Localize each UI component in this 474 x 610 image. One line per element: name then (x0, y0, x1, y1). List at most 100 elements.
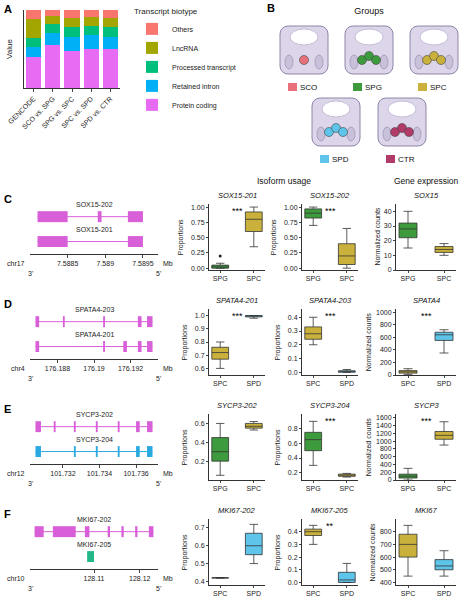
svg-text:3': 3' (28, 480, 33, 487)
svg-text:176.192: 176.192 (118, 365, 143, 372)
svg-text:0: 0 (388, 476, 392, 483)
svg-text:Gene expression: Gene expression (394, 176, 459, 186)
svg-text:SYCP3: SYCP3 (414, 401, 439, 410)
svg-text:400: 400 (380, 346, 392, 353)
svg-text:1000: 1000 (376, 438, 392, 445)
svg-text:SPATA4: SPATA4 (413, 296, 440, 305)
svg-text:SPC: SPC (247, 275, 261, 282)
svg-text:20: 20 (384, 237, 392, 244)
svg-text:***: *** (232, 311, 243, 321)
svg-text:1.00: 1.00 (191, 204, 205, 211)
svg-text:LncRNA: LncRNA (172, 45, 198, 52)
svg-text:0.75: 0.75 (284, 219, 298, 226)
svg-text:SYCP3-202: SYCP3-202 (76, 411, 113, 418)
svg-text:SPD: SPD (437, 380, 451, 387)
svg-text:Proportions: Proportions (181, 429, 189, 465)
svg-text:0.4: 0.4 (288, 454, 298, 461)
svg-text:3': 3' (28, 585, 33, 592)
svg-text:SOX15-201: SOX15-201 (76, 226, 113, 233)
svg-text:101.736: 101.736 (123, 470, 148, 477)
svg-text:0.6: 0.6 (195, 420, 205, 427)
svg-text:Proportions: Proportions (270, 219, 278, 255)
svg-text:SCO vs. SPG: SCO vs. SPG (21, 95, 56, 130)
svg-text:0.9: 0.9 (195, 325, 205, 332)
svg-text:0.0: 0.0 (288, 579, 298, 586)
svg-text:0.25: 0.25 (191, 249, 205, 256)
svg-text:0.5: 0.5 (195, 560, 205, 567)
svg-text:800: 800 (380, 528, 392, 535)
svg-text:0.6: 0.6 (288, 440, 298, 447)
svg-text:800: 800 (380, 321, 392, 328)
svg-text:SPATA4-201: SPATA4-201 (75, 331, 114, 338)
svg-text:0.6: 0.6 (195, 365, 205, 372)
svg-text:0.2: 0.2 (195, 458, 205, 465)
svg-text:400: 400 (380, 461, 392, 468)
svg-text:Mb: Mb (163, 470, 173, 477)
svg-text:MKI67-202: MKI67-202 (77, 516, 111, 523)
svg-text:0.25: 0.25 (284, 249, 298, 256)
svg-text:GENCODE: GENCODE (7, 95, 37, 125)
svg-text:SPC: SPC (340, 275, 354, 282)
svg-text:SPC: SPC (430, 83, 447, 92)
svg-text:Proportions: Proportions (274, 534, 282, 570)
svg-text:0.7: 0.7 (195, 524, 205, 531)
svg-text:SOX15-202: SOX15-202 (310, 191, 350, 200)
svg-text:Protein coding: Protein coding (172, 102, 217, 110)
svg-text:Proportions: Proportions (177, 219, 185, 255)
svg-text:5': 5' (156, 585, 161, 592)
svg-text:5': 5' (156, 270, 161, 277)
svg-text:Value: Value (5, 39, 14, 59)
svg-text:***: *** (232, 206, 243, 216)
svg-text:0.2: 0.2 (288, 341, 298, 348)
svg-text:0: 0 (388, 266, 392, 273)
svg-text:SPD: SPD (437, 590, 451, 597)
svg-text:SOX15-202: SOX15-202 (76, 201, 113, 208)
svg-text:0.7: 0.7 (195, 352, 205, 359)
svg-text:1200: 1200 (376, 430, 392, 437)
svg-text:Others: Others (172, 26, 194, 33)
svg-text:0.4: 0.4 (288, 528, 298, 535)
svg-text:600: 600 (380, 334, 392, 341)
svg-text:128.11: 128.11 (84, 575, 105, 582)
svg-text:SOX15-201: SOX15-201 (218, 191, 257, 200)
svg-text:Isoform usage: Isoform usage (257, 176, 311, 186)
svg-text:0.1: 0.1 (288, 566, 298, 573)
svg-text:7.589: 7.589 (97, 260, 115, 267)
svg-text:MKI67: MKI67 (415, 506, 438, 515)
svg-text:***: *** (325, 416, 336, 426)
svg-text:SPG: SPG (213, 275, 228, 282)
svg-text:Processed transcript: Processed transcript (172, 64, 236, 72)
svg-text:SPG: SPG (401, 485, 416, 492)
svg-text:SPC: SPC (340, 485, 354, 492)
svg-text:SCO: SCO (300, 83, 317, 92)
svg-text:SPD: SPD (247, 380, 261, 387)
svg-text:0.6: 0.6 (195, 542, 205, 549)
svg-text:0.4: 0.4 (195, 578, 205, 585)
svg-text:Retained intron: Retained intron (172, 83, 220, 90)
svg-text:SPG: SPG (365, 83, 382, 92)
svg-text:0.4: 0.4 (195, 439, 205, 446)
svg-text:Mb: Mb (163, 365, 173, 372)
svg-text:chr12: chr12 (7, 470, 25, 477)
svg-text:0.8: 0.8 (288, 425, 298, 432)
svg-text:0.50: 0.50 (191, 234, 205, 241)
svg-text:SPG: SPG (401, 275, 416, 282)
svg-text:101.732: 101.732 (50, 470, 75, 477)
svg-text:SPC vs. SPD: SPC vs. SPD (60, 95, 94, 129)
svg-text:0.8: 0.8 (195, 338, 205, 345)
svg-text:Mb: Mb (163, 260, 173, 267)
svg-text:1000: 1000 (376, 309, 392, 316)
svg-text:176.188: 176.188 (45, 365, 70, 372)
svg-text:0.00: 0.00 (191, 265, 205, 272)
svg-text:400: 400 (380, 579, 392, 586)
svg-text:SPD: SPD (247, 590, 261, 597)
svg-text:Transcript biotype: Transcript biotype (134, 7, 198, 16)
svg-text:5': 5' (156, 375, 161, 382)
svg-text:B: B (267, 2, 275, 14)
svg-text:0.00: 0.00 (284, 265, 298, 272)
svg-text:7.5895: 7.5895 (132, 260, 154, 267)
svg-text:Normalized counts: Normalized counts (374, 207, 381, 265)
svg-text:3': 3' (28, 375, 33, 382)
svg-text:Normalized counts: Normalized counts (365, 418, 372, 476)
svg-text:***: *** (325, 311, 336, 321)
